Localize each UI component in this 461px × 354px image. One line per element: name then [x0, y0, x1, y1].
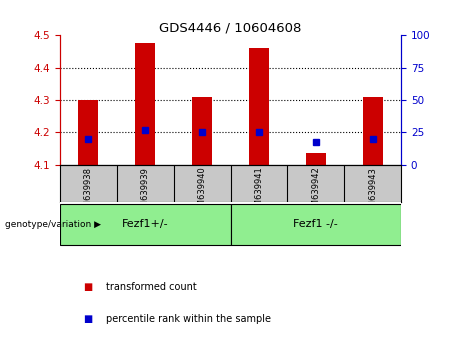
Text: GSM639943: GSM639943 — [368, 167, 377, 217]
Text: genotype/variation ▶: genotype/variation ▶ — [5, 220, 100, 229]
Text: Fezf1 -/-: Fezf1 -/- — [293, 219, 338, 229]
Bar — [230, 204, 401, 246]
Text: ■: ■ — [83, 282, 92, 292]
Bar — [135, 44, 155, 165]
Text: GSM639940: GSM639940 — [198, 167, 207, 217]
Text: GSM639938: GSM639938 — [84, 167, 93, 218]
Text: Fezf1+/-: Fezf1+/- — [122, 219, 169, 229]
Bar — [249, 48, 269, 165]
Bar — [363, 97, 383, 165]
Bar — [60, 204, 230, 246]
Bar — [78, 100, 98, 165]
Bar — [192, 97, 212, 165]
Text: percentile rank within the sample: percentile rank within the sample — [106, 314, 271, 324]
Text: GSM639942: GSM639942 — [311, 167, 320, 217]
Text: transformed count: transformed count — [106, 282, 197, 292]
Text: GSM639939: GSM639939 — [141, 167, 150, 217]
Title: GDS4446 / 10604608: GDS4446 / 10604608 — [160, 21, 301, 34]
Text: GSM639941: GSM639941 — [254, 167, 263, 217]
Bar — [306, 154, 326, 165]
Text: ■: ■ — [83, 314, 92, 324]
